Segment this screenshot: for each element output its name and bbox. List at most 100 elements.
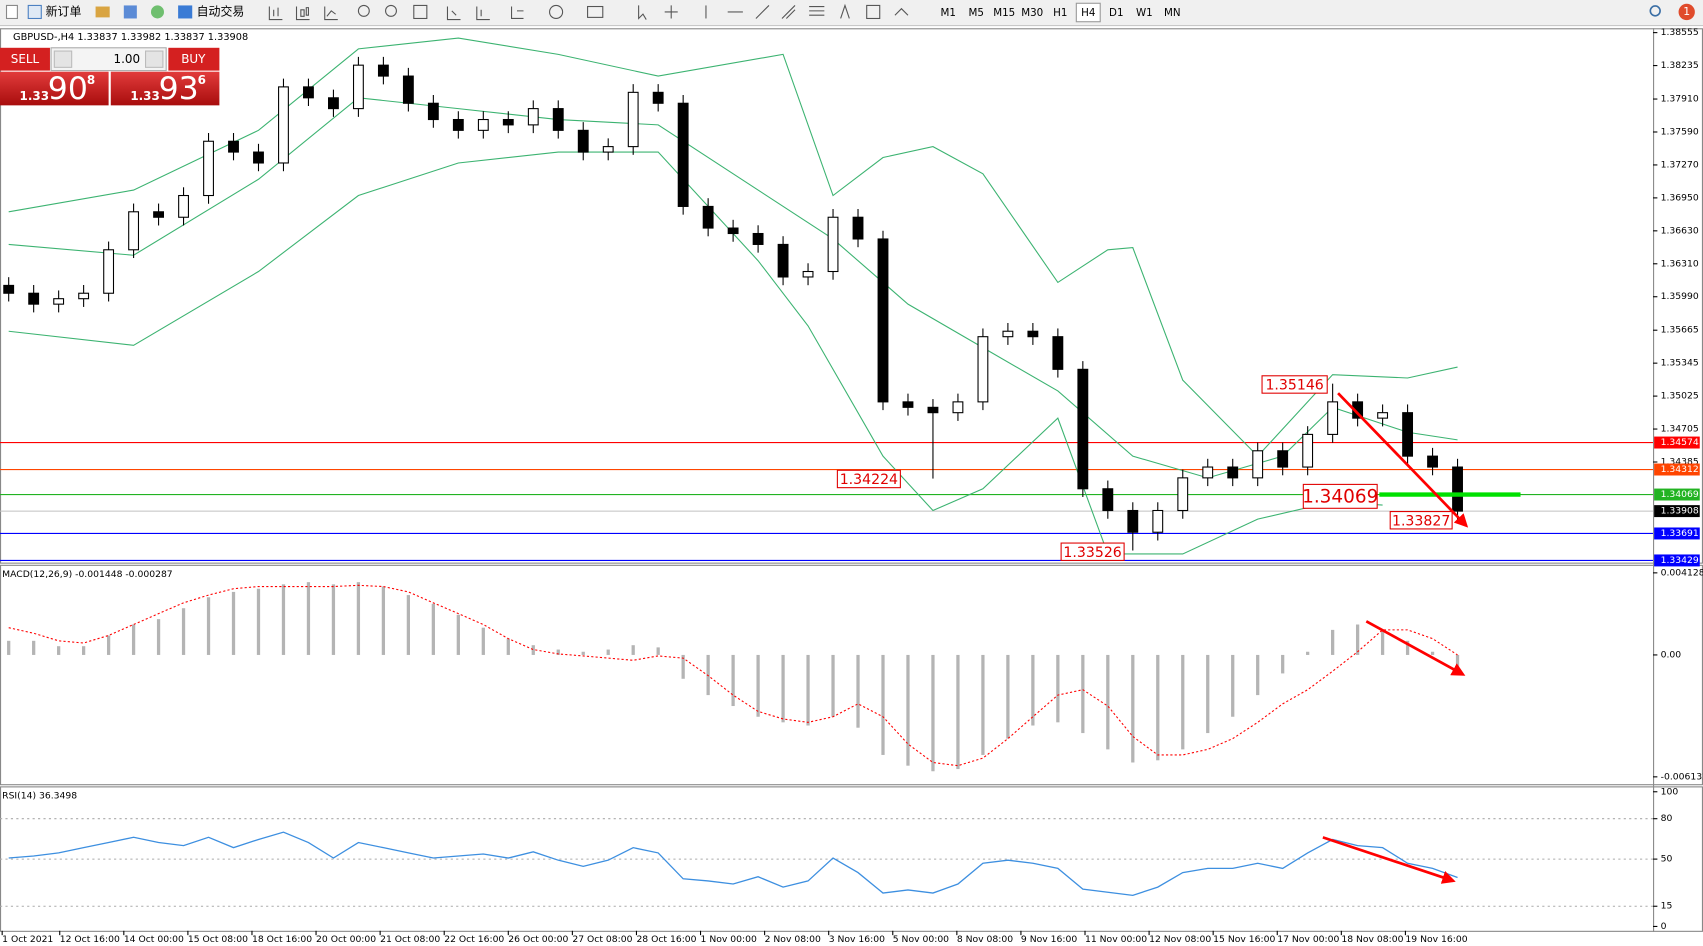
- x-tick-label: 3 Nov 16:00: [829, 934, 885, 945]
- ask-big-figure[interactable]: 1.33: [130, 89, 159, 103]
- bid-box[interactable]: [0, 71, 109, 106]
- new-order-label[interactable]: 新订单: [46, 3, 82, 18]
- x-tick-label: 2 Nov 08:00: [765, 934, 821, 945]
- candle-body: [377, 64, 389, 77]
- zoom-out-icon[interactable]: [385, 4, 397, 17]
- timeframe-button[interactable]: MN: [1164, 7, 1181, 19]
- x-tick-label: 15 Nov 16:00: [1213, 934, 1275, 945]
- icon[interactable]: [150, 5, 165, 19]
- bollinger-band: [8, 151, 1383, 555]
- candle-body: [352, 64, 364, 110]
- volume-value[interactable]: 1.00: [114, 52, 141, 66]
- candle-body: [1252, 450, 1264, 479]
- pane-title: RSI(14) 36.3498: [2, 791, 77, 802]
- macd-bar: [1181, 654, 1185, 750]
- arrows-icon[interactable]: [894, 7, 909, 16]
- timeframe-button[interactable]: M15: [993, 7, 1015, 19]
- level-label: 1.33429: [1661, 555, 1699, 566]
- level-label-bg: [1654, 527, 1700, 540]
- x-tick-label: 14 Oct 00:00: [124, 934, 184, 945]
- rsi-line: [8, 831, 1458, 897]
- search-icon[interactable]: [1649, 5, 1661, 17]
- tile-icon[interactable]: [413, 4, 428, 20]
- fibo-icon[interactable]: [809, 5, 825, 16]
- timeframe-button[interactable]: M30: [1021, 7, 1043, 19]
- macd-bar: [131, 624, 136, 655]
- sell-button[interactable]: [0, 47, 50, 71]
- volume-up[interactable]: [144, 50, 164, 68]
- candle-body: [1152, 509, 1164, 533]
- ask-box[interactable]: [110, 71, 220, 106]
- x-tick-label: 18 Oct 16:00: [252, 934, 312, 945]
- y-tick-label: 1.34385: [1661, 457, 1699, 468]
- y-tick-label: 1.35665: [1661, 325, 1699, 336]
- macd-bar: [281, 584, 286, 655]
- candle-body: [402, 75, 414, 104]
- toolbar: [0, 0, 1703, 25]
- icon[interactable]: [95, 6, 110, 18]
- candle-icon[interactable]: [295, 6, 310, 21]
- level-label: 1.33691: [1661, 528, 1699, 539]
- macd-bar: [431, 603, 435, 655]
- candle-body: [1277, 450, 1289, 468]
- auto-trading-label[interactable]: 自动交易: [197, 3, 245, 18]
- x-tick-label: 8 Nov 08:00: [957, 934, 1013, 945]
- x-tick-label: 26 Oct 00:00: [508, 934, 568, 945]
- macd-bar: [331, 584, 336, 655]
- macd-bar: [806, 654, 810, 726]
- bid-pips[interactable]: 90: [48, 71, 88, 107]
- macd-bar: [681, 654, 685, 679]
- periods-icon[interactable]: [549, 4, 564, 20]
- buy-button[interactable]: [168, 47, 220, 71]
- shift-icon[interactable]: [476, 6, 490, 21]
- timeframe-button[interactable]: M1: [940, 7, 955, 19]
- time-axis: 1 Oct 2021 12 Oct 16:00 14 Oct 00:00 15 Oct…: [1, 930, 1468, 945]
- notification-badge[interactable]: [1678, 3, 1695, 21]
- timeframe-button[interactable]: D1: [1109, 7, 1123, 19]
- bid-big-figure[interactable]: 1.33: [20, 89, 49, 103]
- notification-count[interactable]: 1: [1683, 5, 1690, 18]
- active-timeframe[interactable]: [1075, 2, 1101, 23]
- x-tick-label: 5 Nov 00:00: [893, 934, 949, 945]
- icon[interactable]: [123, 5, 137, 19]
- zoom-in-icon[interactable]: [357, 4, 370, 17]
- channel-icon[interactable]: [781, 5, 796, 19]
- price-annotation-box: [1261, 375, 1328, 394]
- buy-label[interactable]: BUY: [181, 52, 206, 66]
- cursor-icon[interactable]: [638, 5, 647, 20]
- text-icon[interactable]: [840, 3, 850, 19]
- timeframe-button[interactable]: H4: [1081, 7, 1095, 19]
- macd-bar: [406, 595, 411, 655]
- templates-icon[interactable]: [587, 5, 604, 18]
- ask-fraction[interactable]: 6: [198, 73, 206, 87]
- volume-down[interactable]: [53, 50, 73, 68]
- candle-body: [1077, 368, 1089, 490]
- auto-trading-icon[interactable]: [178, 5, 193, 19]
- macd-bar: [931, 654, 935, 772]
- macd-bar: [1355, 624, 1360, 655]
- candle-body: [602, 146, 614, 153]
- macd-bar: [106, 635, 111, 655]
- menu-icon[interactable]: [5, 4, 18, 20]
- timeframes: M1 M5 M15 M30 H1 H4 D1 W1 MN: [940, 2, 1181, 23]
- sell-label[interactable]: SELL: [11, 52, 40, 66]
- macd-bar: [856, 654, 860, 728]
- candle-body: [1202, 466, 1214, 479]
- indicators-icon[interactable]: [511, 6, 524, 20]
- timeframe-button[interactable]: H1: [1053, 7, 1067, 19]
- timeframe-button[interactable]: W1: [1136, 7, 1153, 19]
- line-icon[interactable]: [324, 6, 338, 21]
- bid-fraction[interactable]: 8: [87, 73, 95, 87]
- y-tick-label: 1.38555: [1661, 27, 1699, 38]
- trendline-icon[interactable]: [755, 5, 770, 19]
- trend-arrow: [1322, 836, 1456, 884]
- crosshair-icon[interactable]: [664, 5, 678, 19]
- label-icon[interactable]: [866, 4, 881, 20]
- timeframe-button[interactable]: M5: [968, 7, 983, 19]
- ask-pips[interactable]: 93: [159, 71, 199, 107]
- candle-body: [28, 292, 40, 305]
- new-order-icon[interactable]: [27, 4, 42, 20]
- volume-box[interactable]: [50, 47, 167, 72]
- bar-chart-icon[interactable]: [268, 6, 283, 21]
- autoscroll-icon[interactable]: [446, 6, 461, 21]
